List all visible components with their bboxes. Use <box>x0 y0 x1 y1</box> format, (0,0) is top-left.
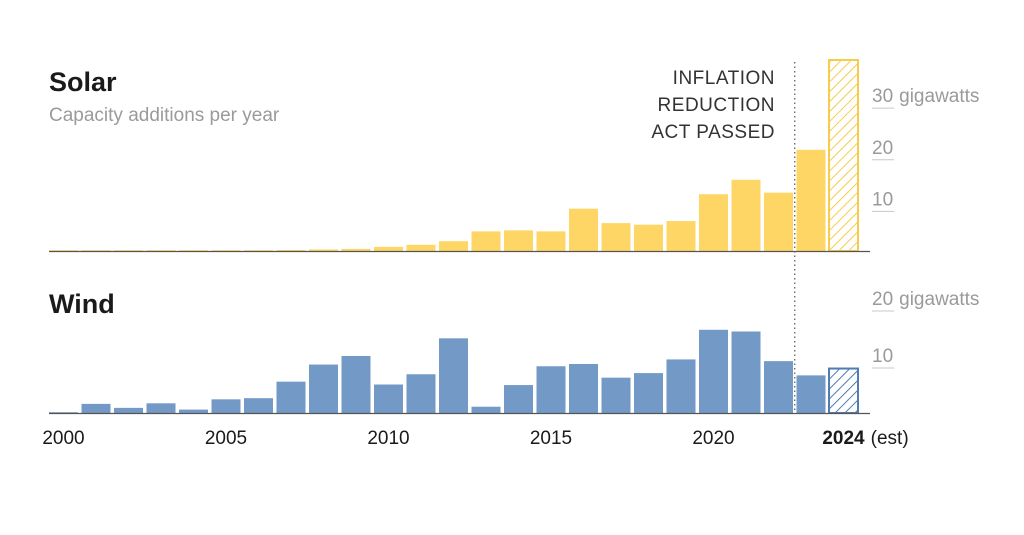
wind-bar-2014 <box>504 385 533 413</box>
solar-title: Solar <box>49 67 117 97</box>
solar-bar-2011 <box>406 244 436 251</box>
x-axis-estimate-suffix: (est) <box>871 428 909 449</box>
solar-bar-2017 <box>601 223 631 251</box>
wind-bar-2015 <box>536 366 566 413</box>
solar-ytick-label: 10 <box>872 189 893 210</box>
solar-bar-2003 <box>146 250 176 251</box>
solar-bar-2002 <box>114 250 143 251</box>
wind-bar-2024-estimate <box>828 367 859 415</box>
x-tick-label-2005: 2005 <box>205 428 247 449</box>
solar-bar-2021 <box>731 179 761 251</box>
solar-bar-2006 <box>244 250 273 251</box>
annotation-line-2: REDUCTION <box>658 95 775 116</box>
wind-bar-2017 <box>601 377 631 413</box>
solar-bar-2009 <box>341 248 371 251</box>
solar-bar-2005 <box>211 250 241 251</box>
wind-ytick-label: 10 <box>872 346 893 367</box>
x-tick-label-2024: 2024 <box>822 428 865 449</box>
wind-ytick-label: 20 <box>872 289 893 310</box>
wind-bar-2001 <box>81 403 111 413</box>
wind-bar-2002 <box>114 407 143 413</box>
wind-bar-2019 <box>666 359 696 413</box>
wind-bar-2023 <box>796 375 826 413</box>
solar-bar-2001 <box>81 250 111 251</box>
wind-bar-2021 <box>731 331 761 413</box>
annotation-line-1: INFLATION <box>673 68 775 89</box>
wind-bar-2007 <box>276 381 306 413</box>
wind-bar-2005 <box>211 399 241 413</box>
wind-bar-2008 <box>309 364 338 413</box>
solar-bars: 30 gigawatts 20 10 <box>49 59 979 253</box>
solar-bar-2016 <box>569 208 598 251</box>
wind-bar-2004 <box>179 409 208 413</box>
x-tick-label-2010: 2010 <box>367 428 409 449</box>
wind-ytick-unit: gigawatts <box>899 289 979 310</box>
x-axis: 2000 2005 2010 2015 2020 2024 (est) <box>42 62 909 449</box>
solar-bar-2008 <box>309 249 338 251</box>
solar-bar-2019 <box>666 221 696 251</box>
solar-bar-2000 <box>49 250 78 251</box>
wind-bar-2009 <box>341 356 371 413</box>
wind-bars: 20 gigawatts 10 <box>49 289 979 415</box>
wind-bar-2012 <box>439 338 468 413</box>
solar-ytick-label: 30 <box>872 86 893 107</box>
x-tick-label-2000: 2000 <box>42 428 84 449</box>
solar-bar-2018 <box>634 224 663 251</box>
solar-bar-2010 <box>374 246 403 251</box>
annotation-line-3: ACT PASSED <box>651 122 775 143</box>
solar-bar-2015 <box>536 231 566 251</box>
x-tick-label-2015: 2015 <box>530 428 572 449</box>
wind-bar-2011 <box>406 374 436 413</box>
solar-ytick-unit: gigawatts <box>899 86 979 107</box>
solar-bar-2024-estimate <box>828 59 859 252</box>
solar-bar-2012 <box>439 241 468 251</box>
wind-bar-2013 <box>471 406 501 413</box>
wind-title: Wind <box>49 289 115 319</box>
solar-bar-2007 <box>276 249 306 251</box>
wind-bar-2006 <box>244 398 273 413</box>
solar-bar-2020 <box>699 194 728 251</box>
wind-bar-2000 <box>49 412 78 413</box>
solar-subtitle: Capacity additions per year <box>49 105 280 126</box>
wind-bar-2003 <box>146 403 176 413</box>
solar-bar-2023 <box>796 149 826 251</box>
wind-bar-2016 <box>569 363 598 413</box>
solar-bar-2013 <box>471 231 501 251</box>
x-tick-label-2020: 2020 <box>692 428 734 449</box>
solar-bar-2022 <box>764 192 793 251</box>
solar-bar-2004 <box>179 250 208 251</box>
wind-bar-2022 <box>764 361 793 413</box>
wind-bar-2020 <box>699 329 728 413</box>
wind-bar-2018 <box>634 373 663 413</box>
solar-bar-2014 <box>504 230 533 251</box>
wind-bar-2010 <box>374 384 403 413</box>
solar-ytick-label: 20 <box>872 138 893 159</box>
